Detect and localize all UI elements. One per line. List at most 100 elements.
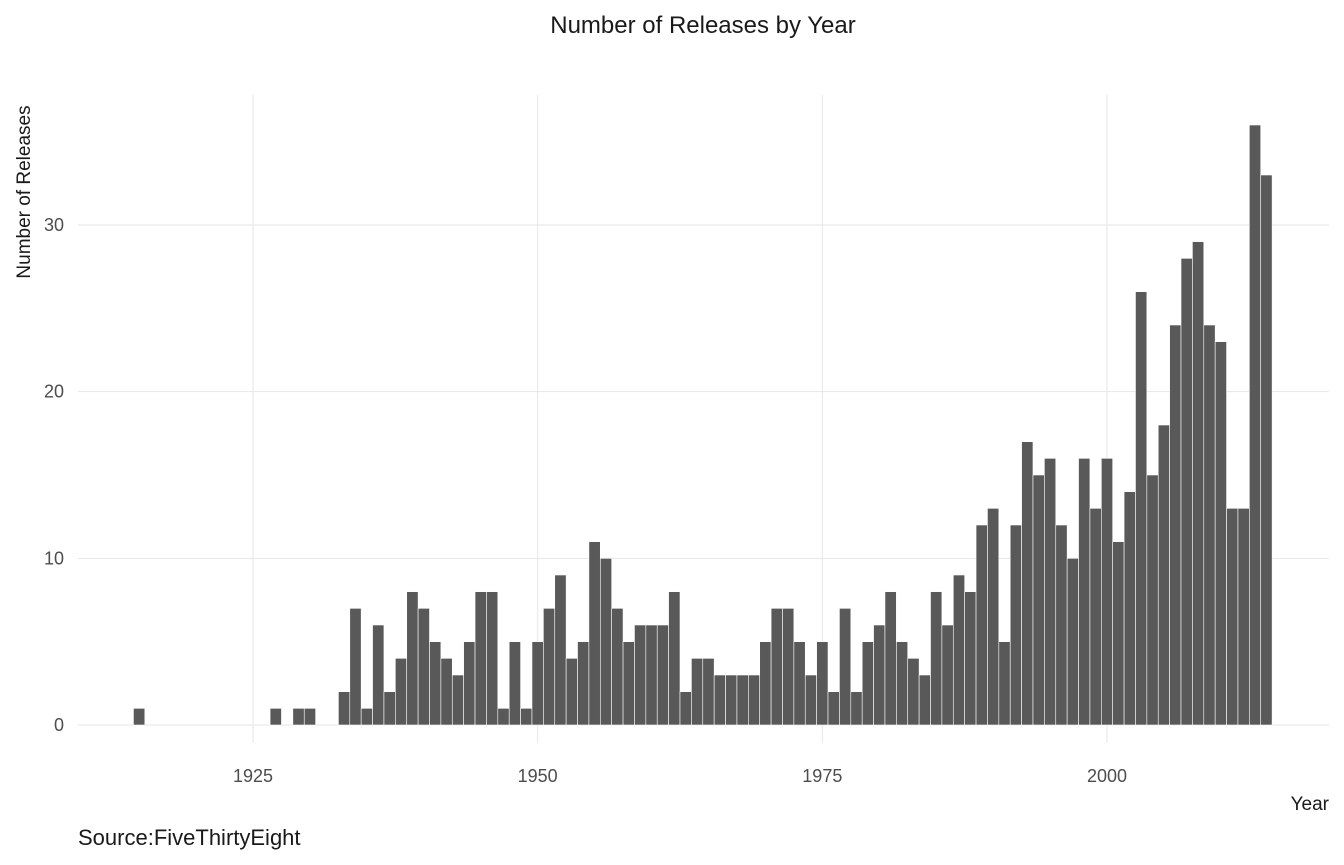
bar-1991: [998, 641, 1011, 726]
bar-2013: [1249, 124, 1262, 726]
bar-1945: [474, 591, 487, 726]
bar-1998: [1078, 458, 1091, 726]
bar-1994: [1032, 474, 1045, 726]
tick-layer: 0 10 20 30 1925 1950 1975 2000: [44, 215, 1127, 786]
bar-1986: [941, 624, 954, 726]
y-tick-label: 30: [44, 215, 64, 235]
bar-1973: [793, 641, 806, 726]
bar-1940: [417, 608, 430, 726]
bar-1958: [622, 641, 635, 726]
bar-1949: [520, 708, 533, 726]
bar-layer: [133, 124, 1273, 726]
bar-2000: [1101, 458, 1113, 726]
bar-1948: [508, 641, 521, 726]
bar-1933: [338, 691, 351, 726]
bar-1966: [713, 674, 726, 726]
bar-1962: [668, 591, 681, 726]
x-tick-label: 1950: [518, 766, 558, 786]
bar-2008: [1192, 241, 1205, 726]
y-tick-label: 10: [44, 548, 64, 568]
bar-1935: [360, 708, 373, 726]
bar-1954: [577, 641, 590, 726]
bar-1963: [679, 691, 692, 726]
bar-1978: [850, 691, 863, 726]
bar-1985: [930, 591, 943, 726]
x-tick-label: 1975: [802, 766, 842, 786]
bar-2010: [1214, 341, 1227, 726]
y-axis-title: Number of Releases: [14, 105, 35, 278]
bar-1993: [1021, 441, 1034, 726]
bar-2001: [1112, 541, 1125, 726]
bar-1990: [987, 508, 1000, 726]
bar-2005: [1157, 424, 1170, 726]
bar-1964: [691, 658, 704, 726]
bar-1930: [303, 708, 316, 726]
bar-2003: [1135, 291, 1148, 726]
bar-1938: [395, 658, 408, 726]
bar-1981: [884, 591, 897, 726]
bar-1929: [292, 708, 305, 726]
bar-1982: [896, 641, 909, 726]
bar-1957: [611, 608, 624, 726]
bar-2004: [1146, 474, 1159, 726]
bar-1944: [463, 641, 476, 726]
bar-1970: [759, 641, 772, 726]
bar-1947: [497, 708, 510, 726]
bar-1934: [349, 608, 362, 726]
bar-1946: [486, 591, 499, 726]
bar-2011: [1226, 508, 1239, 726]
bar-1989: [975, 524, 988, 726]
bar-1984: [918, 674, 931, 726]
bar-1950: [531, 641, 544, 726]
bar-1961: [656, 624, 669, 726]
bar-1915: [133, 708, 146, 726]
bar-1937: [383, 691, 396, 726]
bar-2007: [1180, 258, 1193, 726]
bar-1927: [269, 708, 282, 726]
bar-1936: [372, 624, 385, 726]
chart-title: Number of Releases by Year: [550, 12, 856, 39]
bar-1988: [964, 591, 977, 726]
bar-1987: [952, 574, 965, 726]
bar-1952: [554, 574, 567, 726]
x-axis-title: Year: [1291, 794, 1330, 815]
bar-1956: [599, 558, 612, 726]
bar-1992: [1009, 524, 1022, 726]
bar-2006: [1169, 324, 1182, 726]
y-tick-label: 0: [54, 715, 64, 735]
bar-1972: [782, 608, 795, 726]
bar-1953: [565, 658, 578, 726]
x-tick-label: 1925: [233, 766, 273, 786]
bar-1967: [725, 674, 738, 726]
bar-1997: [1066, 558, 1079, 726]
bar-1969: [748, 674, 761, 726]
bar-1977: [839, 608, 852, 726]
bar-2002: [1123, 491, 1136, 726]
bar-1980: [873, 624, 886, 726]
bar-1968: [736, 674, 749, 726]
bar-1999: [1089, 508, 1102, 726]
bar-1996: [1055, 524, 1068, 726]
bar-1960: [645, 624, 658, 726]
bar-1942: [440, 658, 453, 726]
bar-1979: [861, 641, 874, 726]
bar-1975: [816, 641, 829, 726]
bar-1971: [770, 608, 783, 726]
bar-1974: [804, 674, 817, 726]
bar-1976: [827, 691, 840, 726]
bar-1955: [588, 541, 601, 726]
bar-1943: [451, 674, 464, 726]
x-tick-label: 2000: [1087, 766, 1127, 786]
bar-1965: [702, 658, 715, 726]
bar-2009: [1203, 324, 1216, 726]
bar-1983: [907, 658, 920, 726]
source-caption: Source:FiveThirtyEight: [78, 825, 301, 850]
bar-1951: [543, 608, 556, 726]
y-tick-label: 20: [44, 382, 64, 402]
bar-1939: [406, 591, 419, 726]
bar-2014: [1260, 174, 1273, 726]
bar-1959: [634, 624, 647, 726]
bar-1995: [1044, 458, 1057, 726]
bar-1941: [429, 641, 442, 726]
